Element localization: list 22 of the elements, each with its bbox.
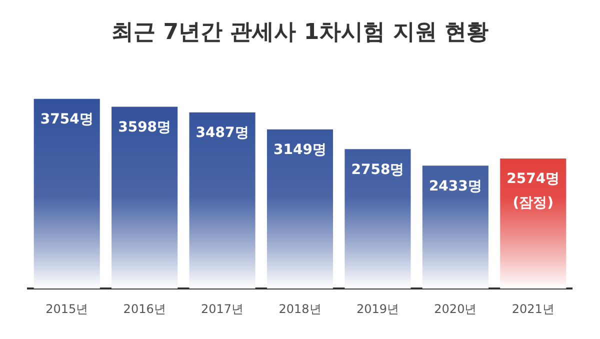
data-label: 2758명 — [351, 162, 404, 178]
data-label: 3598명 — [118, 119, 172, 136]
bar — [422, 166, 488, 289]
bar — [500, 158, 566, 289]
x-tick-label: 2020년 — [434, 302, 477, 316]
bar — [34, 98, 100, 289]
bar — [344, 149, 411, 289]
data-label: 3487명 — [196, 124, 249, 141]
x-tick-label: 2019년 — [356, 302, 399, 316]
x-tick-label: 2021년 — [512, 302, 554, 316]
data-label: 2433명 — [428, 178, 482, 194]
chart-title: 최근 7년간 관세사 1차시험 지원 현황 — [112, 20, 488, 45]
data-label: 3754명 — [40, 111, 94, 128]
bar — [266, 129, 334, 289]
x-tick-label: 2016년 — [123, 302, 166, 316]
bar — [112, 106, 178, 289]
x-tick-label: 2018년 — [278, 302, 322, 316]
bar — [189, 112, 256, 289]
x-tick-label: 2017년 — [201, 302, 244, 316]
data-label: 2574명 (잠정) — [506, 171, 560, 212]
data-label: 3149명 — [274, 142, 326, 158]
x-tick-label: 2015년 — [46, 302, 88, 316]
